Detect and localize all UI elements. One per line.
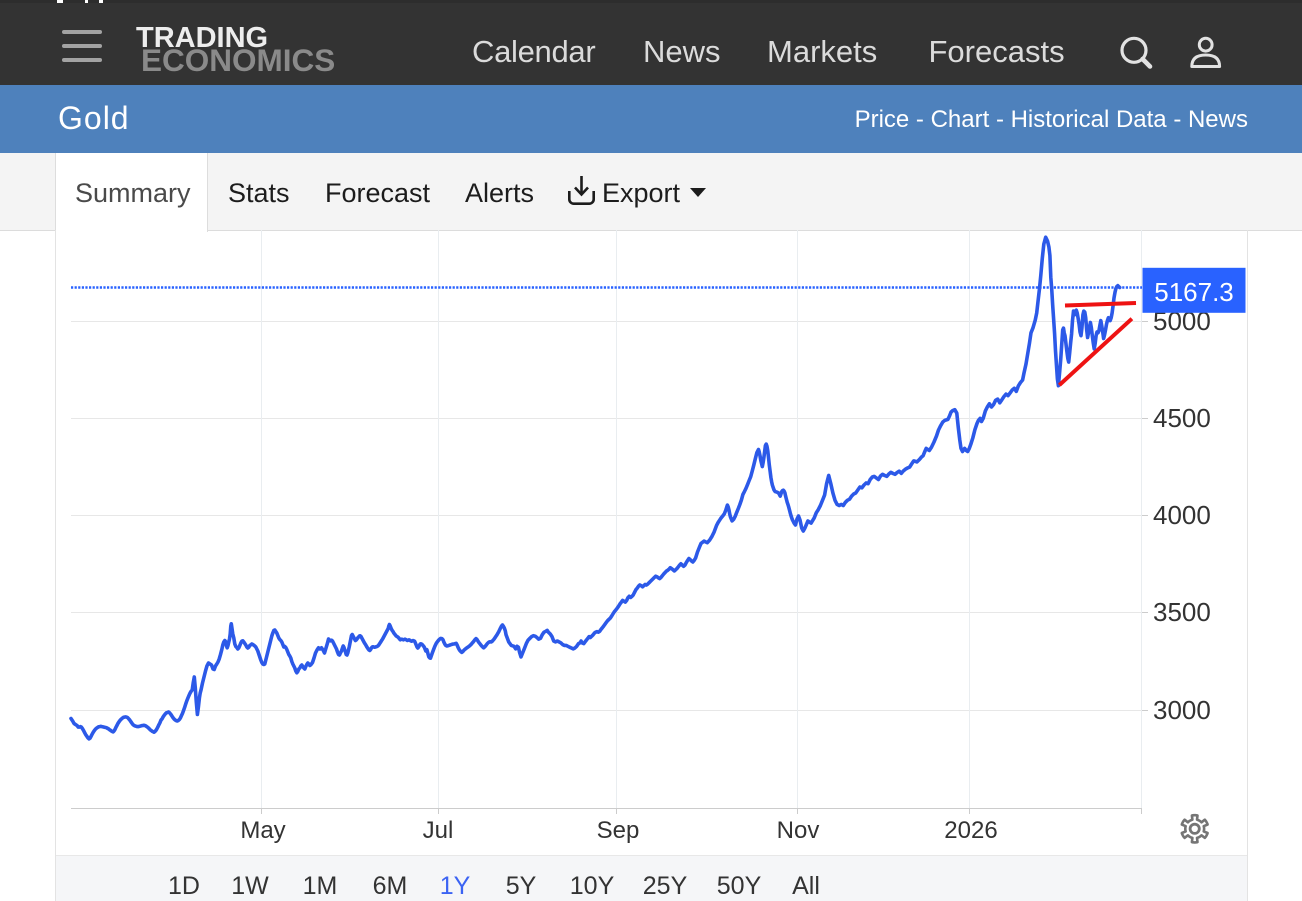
svg-text:3000: 3000	[1153, 695, 1211, 725]
svg-text:4500: 4500	[1153, 403, 1211, 433]
svg-text:3500: 3500	[1153, 597, 1211, 627]
svg-text:2026: 2026	[944, 817, 997, 844]
svg-text:Jul: Jul	[423, 817, 454, 844]
svg-text:May: May	[240, 817, 285, 844]
svg-text:Sep: Sep	[597, 817, 640, 844]
svg-text:5167.3: 5167.3	[1154, 277, 1234, 307]
svg-text:Nov: Nov	[777, 817, 820, 844]
svg-text:4000: 4000	[1153, 500, 1211, 530]
